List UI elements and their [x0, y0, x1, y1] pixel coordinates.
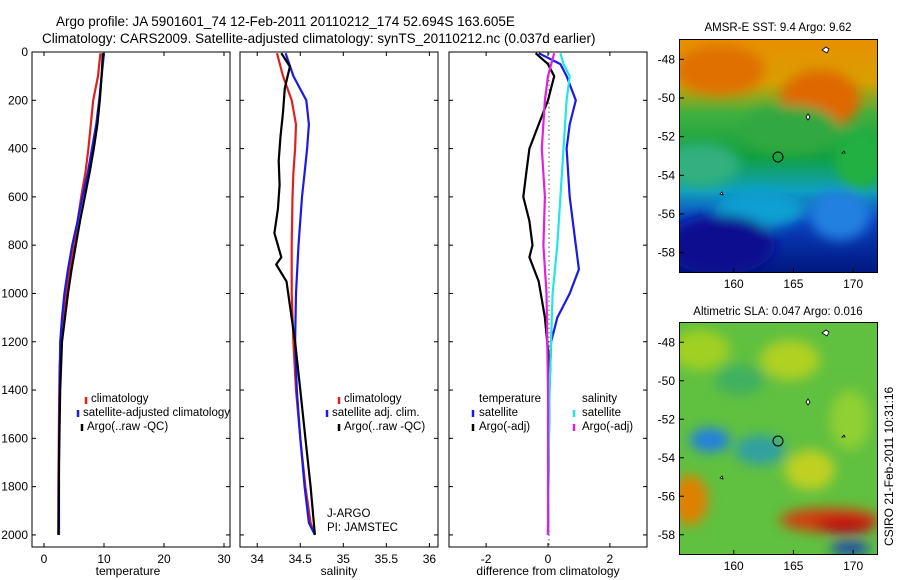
legend-heading-salinity: salinity [582, 393, 617, 405]
x-tick-label: -2 [481, 552, 492, 566]
map-x-tick-label: 160 [724, 559, 744, 573]
legend-label-temp-satellite: satellite [479, 407, 518, 419]
map-y-tick-label: -48 [658, 52, 676, 66]
sla-map-title: Altimetric SLA: 0.047 Argo: 0.016 [693, 306, 862, 318]
legend-heading-temperature: temperature [479, 393, 541, 405]
y-tick-label: 1200 [1, 335, 28, 349]
x-tick-label: 10 [97, 552, 111, 566]
map-y-tick-label: -50 [658, 91, 676, 105]
salinity-axis-ticks: 34 34.5 35 35.5 36 [240, 51, 438, 566]
map-y-tick-label: -48 [658, 335, 676, 349]
argo-position-marker [772, 151, 784, 163]
y-tick-label: 1000 [1, 286, 28, 300]
map-y-tick-label: -50 [658, 374, 676, 388]
legend-label-argo: Argo(..raw -QC) [87, 421, 168, 433]
series-line-satellite-adj-clim- [284, 52, 316, 536]
difference-axis-ticks: -2 0 2 [449, 51, 647, 566]
difference-series-group [522, 52, 580, 535]
temperature-panel: 0 10 20 30 0 200 400 600 800 1000 1200 1400 1600 1800… [1, 45, 231, 578]
x-tick-label: 34 [251, 552, 265, 566]
timestamp-label: CSIRO 21-Feb-2011 10:31:16 [882, 386, 896, 546]
legend-label-climatology: climatology [344, 393, 402, 405]
legend-label-satellite: satellite adj. clim. [332, 407, 420, 419]
sst-map-panel: AMSR-E SST: 9.4 Argo: 9.62 160 165 170 -48 -… [658, 22, 878, 291]
sst-map-title: AMSR-E SST: 9.4 Argo: 9.62 [704, 22, 851, 34]
legend-label-sal-satellite: satellite [582, 407, 621, 419]
map-x-tick-label: 170 [843, 559, 863, 573]
salinity-legend: climatology satellite adj. clim. Argo(..… [325, 393, 425, 433]
sst-map-frame [679, 39, 878, 273]
sst-map-axis-ticks: 160 165 170 -48 -50 -52 -54 -56 -58 [658, 52, 864, 291]
series-line-satellite [538, 52, 580, 535]
sst-heatmap [680, 40, 877, 272]
salinity-panel: 34 34.5 35 35.5 36 salinity climatology sate… [239, 51, 439, 578]
x-tick-label: 36 [423, 552, 437, 566]
map-x-tick-label: 170 [843, 277, 863, 291]
sla-heatmap [680, 323, 877, 554]
map-y-tick-label: -52 [658, 412, 676, 426]
y-tick-label: 1600 [1, 431, 28, 445]
temperature-axis-ticks: 0 10 20 30 0 200 400 600 800 1000 1200 1400 1600 1800… [1, 45, 231, 566]
y-tick-label: 800 [8, 238, 28, 252]
temperature-frame [31, 51, 231, 548]
y-tick-label: 600 [8, 190, 28, 204]
temperature-legend: climatology satellite-adjusted climatolo… [76, 393, 230, 433]
salinity-xlabel: salinity [321, 564, 358, 578]
map-y-tick-label: -56 [658, 489, 676, 503]
legend-label-temp-argo: Argo(-adj) [479, 421, 530, 433]
x-tick-label: 30 [217, 552, 231, 566]
difference-legend: temperature satellite Argo(-adj) salinit… [471, 393, 633, 433]
map-x-tick-label: 165 [783, 277, 803, 291]
x-tick-label: 35 [337, 552, 351, 566]
salinity-frame [239, 51, 439, 548]
map-y-tick-label: -54 [658, 451, 676, 465]
map-y-tick-label: -52 [658, 130, 676, 144]
series-line-argo-raw-qc- [273, 52, 316, 535]
sla-map-axis-ticks: 160 165 170 -48 -50 -52 -54 -56 -58 [658, 335, 864, 573]
x-tick-label: 2 [607, 552, 614, 566]
header-line-1: Argo profile: JA 5901601_74 12-Feb-2011 … [56, 14, 515, 29]
x-tick-label: 34.5 [289, 552, 313, 566]
annotation-jargo: J-ARGO [327, 508, 371, 520]
header-line-2: Climatology: CARS2009. Satellite-adjuste… [42, 31, 596, 46]
sla-map-panel: Altimetric SLA: 0.047 Argo: 0.016 [658, 306, 878, 573]
x-tick-label: 20 [157, 552, 171, 566]
y-tick-label: 200 [8, 93, 28, 107]
map-x-tick-label: 160 [724, 277, 744, 291]
y-tick-label: 0 [21, 45, 28, 59]
map-y-tick-label: -54 [658, 168, 676, 182]
legend-label-sal-argo: Argo(-adj) [582, 421, 633, 433]
sla-map-frame [679, 322, 878, 555]
y-tick-label: 400 [8, 142, 28, 156]
y-tick-label: 2000 [1, 528, 28, 542]
series-line-argo-raw-qc- [57, 53, 104, 535]
legend-label-satellite: satellite-adjusted climatology [83, 407, 230, 419]
y-tick-label: 1400 [1, 383, 28, 397]
argo-position-marker [772, 435, 784, 447]
difference-panel: -2 0 2 difference from climatology tempera… [448, 51, 648, 578]
map-y-tick-label: -58 [658, 528, 676, 542]
x-tick-label: 0 [545, 552, 552, 566]
series-line-argo-adj- [522, 52, 556, 535]
difference-xlabel: difference from climatology [476, 564, 619, 578]
salinity-series-group [273, 52, 316, 536]
map-x-tick-label: 165 [783, 559, 803, 573]
legend-label-climatology: climatology [91, 393, 149, 405]
map-y-tick-label: -58 [658, 246, 676, 260]
temperature-xlabel: temperature [96, 564, 161, 578]
x-tick-label: 35.5 [375, 552, 399, 566]
map-y-tick-label: -56 [658, 207, 676, 221]
series-line-satellite [546, 52, 571, 535]
annotation-pi: PI: JAMSTEC [327, 522, 398, 534]
y-tick-label: 1800 [1, 480, 28, 494]
temperature-series-group [57, 53, 106, 535]
series-line-argo-adj- [540, 52, 556, 535]
legend-label-argo: Argo(..raw -QC) [344, 421, 425, 433]
x-tick-label: 0 [41, 552, 48, 566]
